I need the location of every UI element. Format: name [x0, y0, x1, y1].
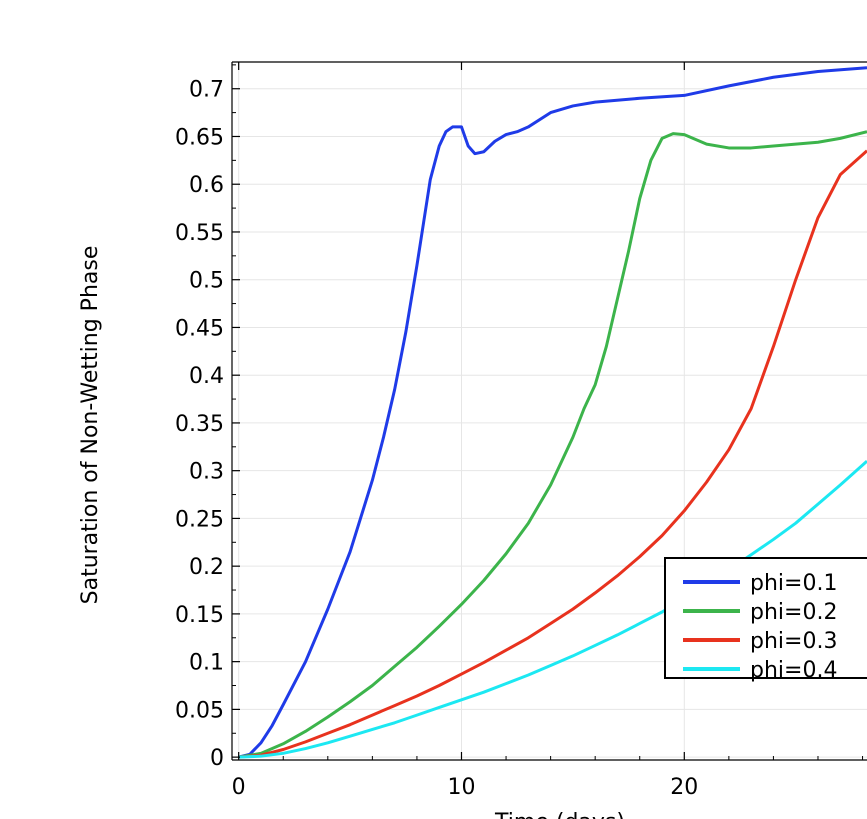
- legend-label: phi=0.4: [750, 658, 837, 683]
- y-axis-title: Saturation of Non-Wetting Phase: [78, 246, 103, 605]
- y-tick-label: 0.7: [189, 78, 224, 103]
- y-tick-label: 0.2: [189, 555, 224, 580]
- series-line-phi=0.2: [238, 130, 867, 759]
- series-line-phi=0.1: [238, 66, 867, 759]
- series-line-phi=0.4: [238, 460, 867, 759]
- legend-label: phi=0.3: [750, 629, 837, 654]
- y-tick-label: 0: [210, 746, 224, 771]
- series-line-phi=0.3: [238, 149, 867, 759]
- y-tick-label: 0.1: [189, 651, 224, 676]
- y-tick-label: 0.35: [175, 412, 224, 437]
- y-tick-label: 0.15: [175, 603, 224, 628]
- axes: 0 0.05 0.1 0.15 0.2 0.25 0.3 0.35 0.4 0.45 0.5 0.55…: [175, 61, 867, 800]
- y-tick-label: 0.25: [175, 507, 224, 532]
- series-lines: [238, 66, 867, 759]
- legend-label: phi=0.1: [750, 571, 837, 596]
- legend: phi=0.1 phi=0.2 phi=0.3 phi=0.4: [664, 557, 867, 683]
- y-tick-label: 0.65: [175, 125, 224, 150]
- x-tick-label: 20: [670, 775, 698, 800]
- y-tick-label: 0.05: [175, 698, 224, 723]
- y-tick-label: 0.3: [189, 460, 224, 485]
- grid-lines: [232, 62, 867, 760]
- legend-box: [664, 557, 867, 679]
- y-tick-label: 0.55: [175, 221, 224, 246]
- y-tick-label: 0.4: [189, 364, 224, 389]
- legend-label: phi=0.2: [750, 600, 837, 625]
- y-tick-label: 0.6: [189, 173, 224, 198]
- x-tick-label: 0: [232, 775, 246, 800]
- x-tick-label: 10: [447, 775, 475, 800]
- y-tick-label: 0.5: [189, 269, 224, 294]
- x-axis-title: Time (days): [494, 810, 625, 819]
- y-tick-label: 0.45: [175, 316, 224, 341]
